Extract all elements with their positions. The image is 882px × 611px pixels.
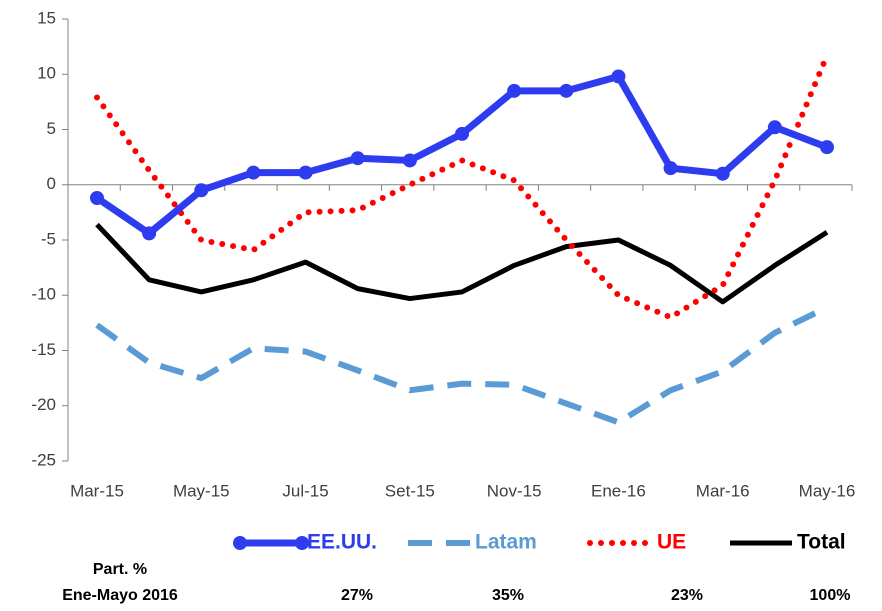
share-label: 35% (492, 587, 524, 604)
footer-title: Part. % (93, 561, 147, 578)
x-tick-label: Ene-16 (591, 481, 646, 500)
marker (663, 161, 678, 176)
marker (455, 126, 469, 141)
marker (194, 183, 209, 198)
y-tick-label: 15 (37, 8, 56, 27)
x-tick-label: Mar-16 (696, 481, 750, 500)
share-label: 23% (671, 587, 703, 604)
legend-label: Total (797, 531, 846, 554)
legend-marker (233, 536, 247, 550)
series-line (94, 52, 830, 321)
marker (715, 166, 730, 181)
x-tick-label: May-16 (799, 481, 856, 500)
x-tick-label: Nov-15 (487, 481, 542, 500)
series-line (95, 304, 829, 426)
marker (767, 120, 782, 135)
y-tick-label: -10 (31, 285, 56, 304)
y-tick-label: 5 (47, 119, 56, 138)
marker (559, 83, 574, 98)
x-tick-label: Mar-15 (70, 481, 124, 500)
y-tick-label: -20 (31, 395, 56, 414)
share-label: 27% (341, 587, 373, 604)
legend-label: UE (657, 531, 686, 554)
y-tick-label: -25 (31, 450, 56, 469)
marker (507, 83, 522, 98)
marker (90, 191, 104, 206)
marker (298, 165, 313, 180)
y-tick-label: -15 (31, 340, 56, 359)
marker (142, 226, 157, 241)
marker (246, 165, 261, 180)
series-line (95, 222, 829, 305)
legend-label: Latam (475, 531, 537, 554)
share-label: 100% (810, 587, 851, 604)
x-tick-label: Jul-15 (282, 481, 328, 500)
y-tick-label: 0 (47, 174, 56, 193)
legend-marker (295, 536, 309, 550)
marker (350, 151, 365, 166)
marker (402, 153, 417, 168)
footer-title: Ene-Mayo 2016 (62, 587, 178, 604)
legend-label: EE.UU. (307, 531, 377, 554)
x-tick-label: Set-15 (385, 481, 435, 500)
y-tick-label: 10 (37, 64, 56, 83)
y-tick-label: -5 (41, 229, 56, 248)
series-line (95, 72, 829, 237)
marker (820, 140, 834, 155)
x-tick-label: May-15 (173, 481, 230, 500)
marker (611, 69, 626, 84)
